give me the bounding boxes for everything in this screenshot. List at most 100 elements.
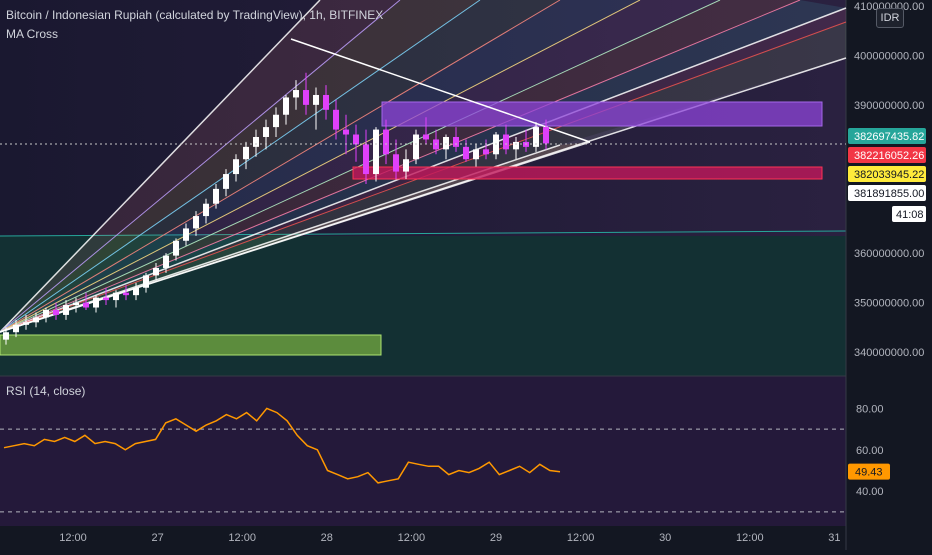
- candle-body: [153, 267, 159, 276]
- candle-body: [163, 255, 169, 268]
- time-tick-label: 12:00: [567, 532, 595, 544]
- fan-line: [0, 0, 561, 333]
- price-axis-background: [846, 0, 932, 550]
- support-line: [0, 230, 847, 237]
- price-axis-ticks: 410000000.00 400000000.00 390000000.00 3600…: [854, 1, 924, 359]
- rsi-line: [3, 407, 561, 484]
- rsi-current-label: 49.43: [855, 467, 883, 479]
- price-tick-label: 400000000.00: [854, 50, 924, 62]
- time-tick-label: 27: [151, 532, 163, 544]
- price-badge-label: 381891855.00: [854, 188, 924, 200]
- candle-body: [303, 90, 309, 105]
- time-tick-label: 12:00: [736, 532, 764, 544]
- rsi-tick-label: 60.00: [856, 445, 884, 457]
- time-axis-background: [0, 526, 846, 550]
- countdown-label: 41:08: [896, 209, 924, 221]
- candle-body: [53, 309, 59, 315]
- fan-line: [0, 0, 721, 333]
- candle-body: [273, 114, 279, 128]
- candle-body: [123, 292, 129, 296]
- candle-body: [473, 149, 479, 160]
- fan-line: [0, 0, 321, 333]
- price-badge: [848, 185, 926, 201]
- price-tick-label: 360000000.00: [854, 248, 924, 260]
- rsi-tick-label: 80.00: [856, 403, 884, 415]
- candle-body: [533, 127, 539, 147]
- indicator-label[interactable]: MA Cross: [6, 27, 59, 41]
- rsi-tick-label: 40.00: [856, 486, 884, 498]
- fan-line: [0, 0, 481, 333]
- price-tick-label: 390000000.00: [854, 100, 924, 112]
- rsi-axis-ticks: 80.00 60.00 40.00 49.43: [848, 403, 890, 498]
- candle-body: [483, 149, 489, 155]
- candle-body: [513, 141, 519, 150]
- candle-body: [3, 332, 9, 340]
- candle-body: [543, 127, 549, 144]
- purple-zone-rect: [381, 101, 823, 127]
- time-axis-ticks: 12:00 27 12:00 28 12:00 29 12:00 30 12:00 31: [59, 532, 840, 544]
- chart-title: Bitcoin / Indonesian Rupiah (calculated …: [6, 8, 384, 22]
- candle-body: [73, 302, 79, 306]
- candle-body: [133, 287, 139, 296]
- price-badges: 382697435.82 382216052.26 382033945.22 3818…: [848, 128, 926, 222]
- candle-body: [353, 134, 359, 145]
- candle-body: [503, 134, 509, 150]
- candle-body: [283, 97, 289, 115]
- candle-body: [63, 305, 69, 315]
- candle-body: [453, 136, 459, 147]
- time-tick-label: 28: [321, 532, 333, 544]
- candle-body: [103, 297, 109, 301]
- candle-body: [83, 302, 89, 308]
- fan-line: [0, 0, 801, 333]
- green-zone-rect: [0, 334, 382, 356]
- currency-badge[interactable]: IDR: [876, 8, 904, 28]
- trend-line-upper: [290, 38, 591, 143]
- candle-body: [333, 109, 339, 130]
- candle-body: [23, 322, 29, 325]
- price-tick-label: 350000000.00: [854, 298, 924, 310]
- price-badge-label: 382033945.22: [854, 169, 924, 181]
- candle-body: [193, 216, 199, 229]
- candle-body: [253, 136, 259, 147]
- candle-body: [243, 146, 249, 160]
- candle-body: [393, 154, 399, 172]
- candle-body: [463, 146, 469, 160]
- candle-body: [13, 324, 19, 333]
- candle-body: [233, 159, 239, 175]
- candle-body: [323, 94, 329, 110]
- fan-line: [0, 0, 401, 333]
- time-tick-label: 12:00: [228, 532, 256, 544]
- candle-body: [383, 129, 389, 155]
- candle-body: [213, 188, 219, 204]
- candle-body: [113, 292, 119, 301]
- price-badge: [848, 128, 926, 144]
- drawing-rectangles: [0, 101, 823, 356]
- rsi-title[interactable]: RSI (14, close): [6, 384, 86, 398]
- price-tick-label: 340000000.00: [854, 347, 924, 359]
- candle-body: [403, 159, 409, 172]
- time-tick-label: 31: [828, 532, 840, 544]
- price-badge: [848, 147, 926, 163]
- rsi-pane-background: [0, 376, 846, 526]
- candle-body: [33, 317, 39, 323]
- time-tick-label: 30: [659, 532, 671, 544]
- candle-body: [313, 94, 319, 105]
- countdown-badge: [892, 206, 926, 222]
- time-tick-label: 12:00: [398, 532, 426, 544]
- rsi-series: [0, 407, 846, 513]
- price-tick-label: 410000000.00: [854, 1, 924, 13]
- candle-body: [413, 134, 419, 160]
- time-tick-label: 12:00: [59, 532, 87, 544]
- candle-body: [343, 129, 349, 135]
- candle-body: [423, 134, 429, 140]
- price-badge-label: 382697435.82: [854, 131, 924, 143]
- candle-body: [373, 129, 379, 175]
- candle-body: [143, 275, 149, 288]
- fan-band: [0, 0, 846, 332]
- candle-body: [293, 90, 299, 98]
- fan-line: [0, 0, 641, 333]
- time-tick-label: 29: [490, 532, 502, 544]
- candle-body: [223, 174, 229, 189]
